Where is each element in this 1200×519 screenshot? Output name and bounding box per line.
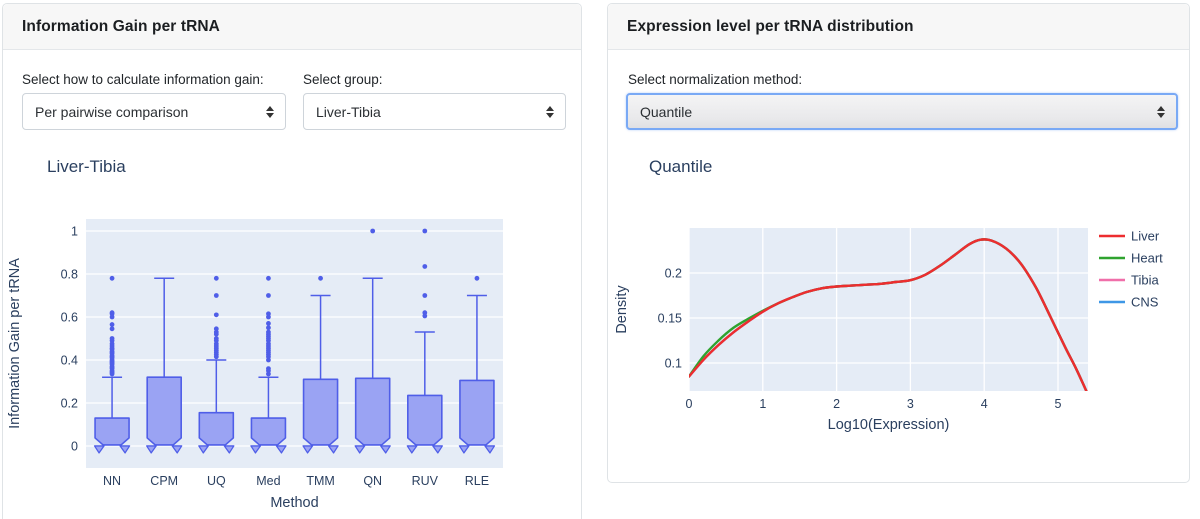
select-updown-icon	[546, 105, 554, 118]
outlier-point[interactable]	[422, 293, 428, 298]
legend-label-Tibia[interactable]: Tibia	[1131, 273, 1159, 288]
y-tick-label: 0.8	[61, 268, 78, 282]
box-UQ[interactable]	[198, 275, 235, 454]
expression-density-plot[interactable]: 0 1 2 3 4 5 0.1 0.15 0.2 Log10(Expression) Density…	[608, 201, 1191, 484]
density-curves	[689, 238, 1088, 393]
y-tick-label: 0	[71, 440, 78, 454]
box-RUV[interactable]	[406, 228, 443, 454]
panel-title: Expression level per tRNA distribution	[627, 17, 914, 35]
info-gain-boxplot[interactable]: 0 0.2 0.4 0.6 0.8 1 NN CPM UQ Med TMM QN RUV RLE Metho…	[3, 194, 583, 519]
x-tick-label: QN	[363, 474, 382, 488]
outlier-point[interactable]	[318, 275, 323, 281]
outlier-point[interactable]	[109, 275, 115, 281]
legend-label-Heart[interactable]: Heart	[1131, 251, 1163, 266]
info-gain-panel-header: Information Gain per tRNA	[3, 4, 581, 50]
x-tick-label: RLE	[465, 474, 489, 488]
expression-panel-header: Expression level per tRNA distribution	[608, 4, 1189, 50]
x-tick-label: TMM	[306, 474, 334, 488]
plot-area	[689, 228, 1088, 391]
outlier-point[interactable]	[266, 314, 271, 320]
legend-label-Liver[interactable]: Liver	[1131, 229, 1160, 244]
y-tick-label: 0.2	[61, 397, 78, 411]
x-tick-label: NN	[103, 474, 121, 488]
calc-method-select[interactable]: Per pairwise comparison	[22, 93, 286, 130]
outlier-point[interactable]	[422, 313, 428, 319]
outlier-point[interactable]	[109, 326, 115, 332]
normalization-select[interactable]: Quantile	[626, 93, 1178, 130]
box-RLE[interactable]	[458, 275, 496, 454]
y-tick-label: 0.4	[61, 354, 78, 368]
x-tick-label: 4	[981, 397, 988, 411]
box-CPM[interactable]	[146, 277, 183, 454]
boxplot-title: Liver-Tibia	[47, 157, 126, 176]
x-axis-title: Log10(Expression)	[828, 417, 950, 433]
y-tick-label: 0.15	[658, 312, 682, 326]
outlier-point[interactable]	[109, 314, 115, 320]
outlier-point[interactable]	[422, 228, 428, 234]
outlier-point[interactable]	[474, 275, 480, 281]
group-select[interactable]: Liver-Tibia	[303, 93, 566, 130]
box-TMM[interactable]	[302, 275, 339, 454]
calc-method-label: Select how to calculate information gain…	[22, 72, 264, 87]
select-updown-icon	[1157, 105, 1165, 118]
outlier-point[interactable]	[213, 275, 219, 281]
x-tick-label: 0	[686, 397, 693, 411]
x-tick-label: CPM	[150, 474, 178, 488]
y-axis-title: Density	[614, 285, 630, 334]
outlier-point[interactable]	[266, 357, 271, 363]
outlier-point[interactable]	[109, 322, 115, 327]
outlier-point[interactable]	[266, 321, 271, 326]
outlier-point[interactable]	[266, 371, 271, 377]
outlier-point[interactable]	[109, 371, 115, 377]
outlier-point[interactable]	[266, 275, 271, 281]
legend-label-CNS[interactable]: CNS	[1131, 295, 1159, 310]
y-tick-label: 0.6	[61, 311, 78, 325]
outlier-point[interactable]	[370, 228, 376, 234]
box-Med[interactable]	[250, 275, 287, 454]
y-tick-label: 1	[71, 225, 78, 239]
panel-title: Information Gain per tRNA	[22, 17, 220, 35]
y-tick-label: 0.1	[665, 357, 682, 371]
outlier-point[interactable]	[266, 293, 271, 298]
outlier-point[interactable]	[213, 312, 219, 318]
select-updown-icon	[266, 105, 274, 118]
info-gain-panel: Information Gain per tRNA Select how to …	[2, 3, 582, 519]
y-tick-label: 0.2	[665, 267, 682, 281]
x-tick-label: Med	[256, 474, 280, 488]
box-QN[interactable]	[354, 228, 391, 454]
x-axis-title: Method	[270, 495, 318, 511]
x-tick-label: 2	[833, 397, 840, 411]
x-tick-label: 5	[1055, 397, 1062, 411]
outlier-point[interactable]	[422, 264, 428, 269]
outlier-point[interactable]	[213, 331, 219, 337]
normalization-label: Select normalization method:	[628, 72, 803, 87]
group-select-value: Liver-Tibia	[316, 103, 381, 120]
outlier-point[interactable]	[213, 354, 219, 360]
x-tick-label: 3	[907, 397, 914, 411]
group-label: Select group:	[303, 72, 383, 87]
box-NN[interactable]	[93, 275, 131, 454]
expression-panel: Expression level per tRNA distribution S…	[607, 3, 1190, 483]
calc-method-select-value: Per pairwise comparison	[35, 103, 189, 120]
legend[interactable]: Liver Heart Tibia CNS	[1099, 229, 1163, 310]
density-line-Liver[interactable]	[689, 238, 1088, 393]
outlier-point[interactable]	[213, 293, 219, 298]
y-axis-title: Information Gain per tRNA	[7, 258, 23, 429]
density-title: Quantile	[649, 157, 713, 176]
normalization-select-value: Quantile	[640, 103, 693, 120]
x-tick-label: RUV	[412, 474, 439, 488]
x-tick-label: 1	[759, 397, 766, 411]
x-tick-label: UQ	[207, 474, 226, 488]
outlier-point[interactable]	[266, 325, 271, 331]
